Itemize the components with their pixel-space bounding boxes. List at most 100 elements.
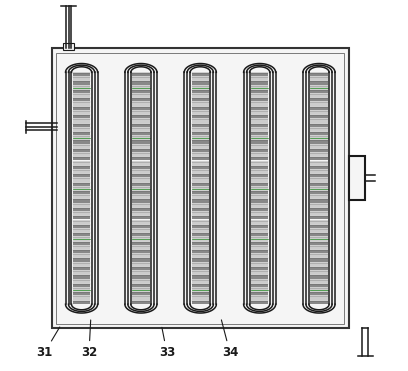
Bar [310,90,328,93]
Bar [310,229,328,232]
Bar [192,77,209,81]
Bar [251,280,268,283]
Bar [62,43,74,50]
Bar [132,195,150,198]
Bar [192,107,209,110]
Bar [132,73,150,76]
Bar [73,225,90,228]
Bar [73,220,90,224]
Bar [73,284,90,287]
Bar [251,292,268,295]
Bar [192,284,209,287]
Bar [310,115,328,118]
Bar [192,275,209,279]
Bar [251,229,268,232]
Bar [73,98,90,101]
Bar [310,132,328,135]
Bar [56,53,344,324]
Bar [73,280,90,283]
Bar [310,200,328,203]
Bar [132,296,150,300]
Bar [132,178,150,181]
Bar [251,141,268,144]
Bar [73,132,90,135]
Bar [192,115,209,118]
Bar [192,225,209,228]
Bar [310,94,328,97]
Bar [192,81,209,85]
Bar [192,296,209,300]
Bar [132,301,150,304]
Bar [132,229,150,232]
Bar [251,166,268,169]
Bar [132,250,150,253]
Bar [132,225,150,228]
Bar [73,267,90,270]
Bar [251,267,268,270]
Bar [310,292,328,295]
Bar [310,296,328,300]
Bar [73,170,90,173]
Bar [192,288,209,291]
Bar [132,187,150,190]
Bar [73,250,90,253]
Bar [192,259,209,262]
Bar [310,149,328,152]
Bar [310,280,328,283]
Bar [132,145,150,148]
Bar [251,94,268,97]
Bar [73,77,90,81]
Bar [251,254,268,257]
Bar [310,77,328,81]
Bar [73,178,90,181]
Bar [310,73,328,76]
Bar [310,233,328,236]
Bar [192,136,209,139]
Bar [132,161,150,165]
Bar [73,86,90,89]
Bar [192,292,209,295]
Bar [251,246,268,249]
Bar [310,166,328,169]
Bar [251,98,268,101]
Bar [251,81,268,85]
Bar [251,77,268,81]
Bar [192,128,209,131]
Bar [310,220,328,224]
Bar [192,280,209,283]
Bar [73,174,90,177]
Bar [310,145,328,148]
Bar [192,271,209,274]
Bar [310,111,328,114]
Bar [310,153,328,156]
Bar [251,208,268,211]
Bar [310,119,328,122]
Bar [132,288,150,291]
Bar [310,246,328,249]
Bar [310,161,328,165]
Bar [251,145,268,148]
Bar [310,107,328,110]
Bar [192,204,209,207]
Bar [251,174,268,177]
Bar [73,233,90,236]
Bar [251,284,268,287]
Bar [73,195,90,198]
Bar [251,153,268,156]
Bar [192,124,209,127]
Bar [251,242,268,245]
Bar [132,153,150,156]
Bar [132,86,150,89]
Bar [132,166,150,169]
Bar [251,132,268,135]
Bar [192,229,209,232]
Bar [192,187,209,190]
Bar [251,237,268,240]
Bar [310,271,328,274]
Bar [73,296,90,300]
Text: 34: 34 [222,320,238,359]
Bar [73,242,90,245]
Bar [192,166,209,169]
Bar [310,204,328,207]
Bar [73,246,90,249]
